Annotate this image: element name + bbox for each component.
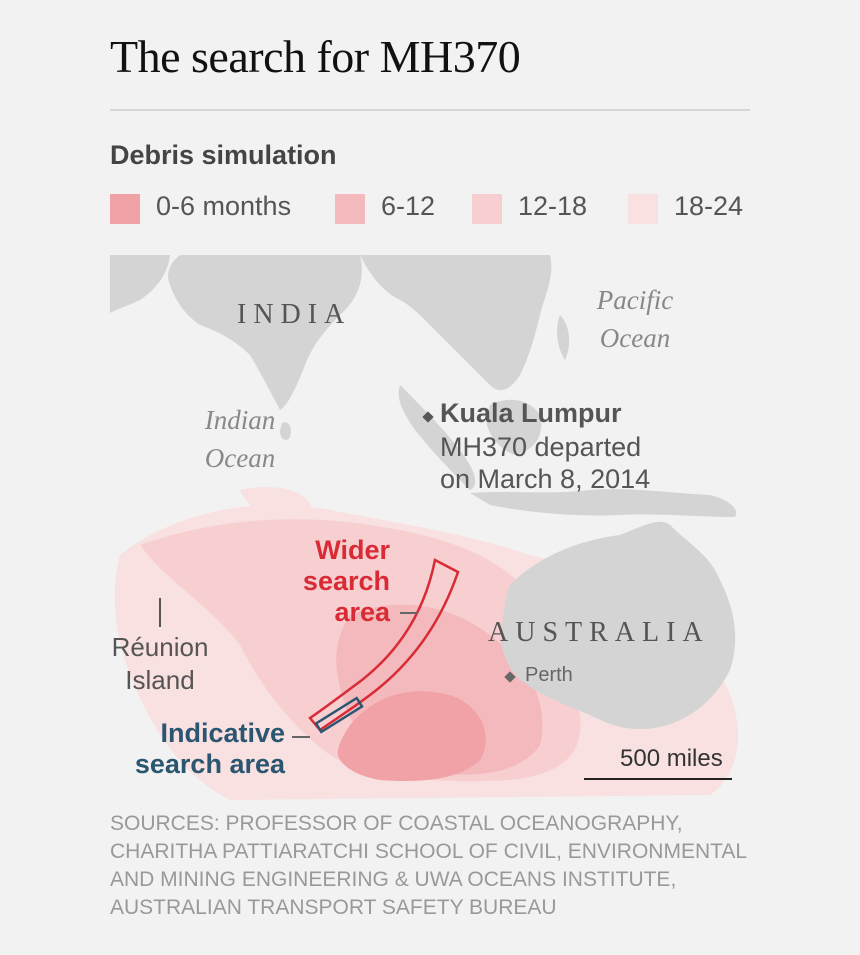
kuala-lumpur-marker: [422, 411, 434, 423]
arabia-land: [110, 255, 170, 313]
wider-line: Wider: [315, 535, 390, 565]
kl-note-line: on March 8, 2014: [440, 464, 651, 494]
label-reunion-island: Réunion Island: [110, 631, 210, 697]
label-wider-search-area: Wider search area: [290, 535, 390, 628]
label-perth: Perth: [525, 664, 573, 686]
indicative-line: search area: [134, 749, 285, 779]
kl-note-line: MH370 departed: [440, 432, 642, 462]
sources-note: SOURCES: PROFESSOR OF COASTAL OCEANOGRAP…: [110, 810, 770, 922]
label-indian: Indian: [204, 405, 276, 435]
legend-swatch-12-18: [472, 194, 502, 224]
wider-line: search: [302, 566, 390, 596]
label-ocean: Ocean: [204, 443, 276, 473]
page-title: The search for MH370: [110, 31, 521, 82]
sumatra-land: [398, 385, 476, 490]
reunion-line: Island: [125, 665, 195, 695]
perth-marker: [504, 671, 516, 683]
map: INDIA Pacific Ocean Indian Ocean Kuala L…: [110, 255, 750, 800]
wider-line: area: [334, 597, 390, 627]
legend-swatch-0-6: [110, 194, 140, 224]
label-australia: AUSTRALIA: [488, 617, 710, 648]
title-divider: [110, 109, 750, 111]
label-kuala-lumpur: Kuala Lumpur: [440, 398, 622, 428]
label-indicative-search-area: Indicative search area: [110, 718, 285, 780]
map-graphic: [110, 255, 739, 800]
indicative-line: Indicative: [160, 718, 285, 748]
scale-label: 500 miles: [620, 745, 723, 772]
indicative-search-area: [314, 696, 364, 734]
label-pacific: Pacific: [596, 285, 674, 315]
sri-lanka-land: [280, 422, 291, 440]
label-indian-ocean: Indian Ocean: [180, 401, 300, 477]
legend: 0-6 months 6-12 12-18 18-24: [110, 190, 750, 226]
legend-heading: Debris simulation: [110, 140, 337, 170]
legend-swatch-18-24: [628, 194, 658, 224]
philippines-land: [557, 315, 570, 360]
southeast-asia-land: [360, 255, 552, 391]
legend-label: 18-24: [674, 191, 744, 221]
borneo-land: [486, 399, 542, 455]
legend-label: 12-18: [518, 191, 588, 221]
reunion-line: Réunion: [111, 632, 209, 662]
landmass: [110, 255, 737, 730]
label-pacific-ocean: Pacific Ocean: [580, 281, 690, 357]
sources-line: AND MINING ENGINEERING & UWA OCEANS INST…: [110, 868, 677, 891]
label-ocean: Ocean: [599, 323, 671, 353]
debris-zone-0-6: [337, 691, 486, 781]
legend-label: 0-6 months: [156, 191, 292, 221]
indonesia-islands-land: [470, 489, 737, 517]
sources-line: CHARITHA PATTIARATCHI SCHOOL OF CIVIL, E…: [110, 840, 748, 863]
sources-line: SOURCES: PROFESSOR OF COASTAL OCEANOGRAP…: [110, 812, 683, 835]
sources-line: AUSTRALIAN TRANSPORT SAFETY BUREAU: [110, 896, 557, 919]
legend-swatch-6-12: [335, 194, 365, 224]
label-india: INDIA: [237, 299, 352, 330]
australia-land: [500, 521, 736, 730]
label-kl-note: MH370 departed on March 8, 2014: [440, 431, 650, 495]
india-land: [168, 255, 362, 410]
legend-label: 6-12: [381, 191, 436, 221]
